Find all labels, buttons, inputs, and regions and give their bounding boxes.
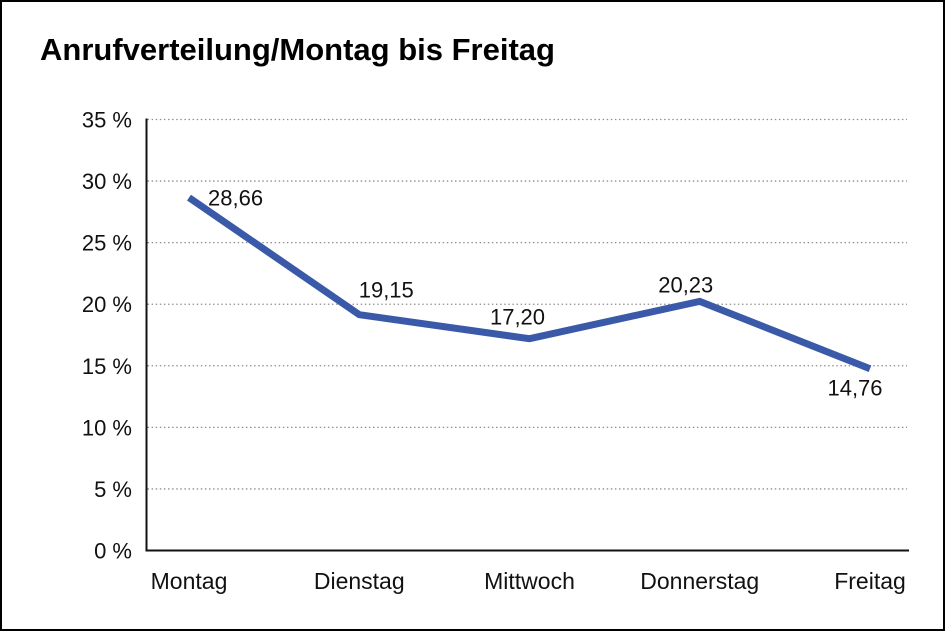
y-tick-label: 35 % [82, 108, 132, 133]
x-category-label: Mittwoch [484, 568, 575, 594]
y-tick-label: 5 % [94, 477, 132, 502]
y-tick-label: 25 % [82, 231, 132, 256]
x-category-label: Dienstag [314, 568, 405, 594]
y-tick-label: 30 % [82, 169, 132, 194]
y-tick-label: 20 % [82, 292, 132, 317]
y-tick-label: 10 % [82, 415, 132, 440]
data-value-label: 28,66 [208, 186, 263, 211]
y-tick-label: 0 % [94, 539, 132, 564]
data-value-label: 14,76 [827, 376, 882, 401]
x-category-label: Donnerstag [640, 568, 759, 594]
data-value-label: 20,23 [658, 272, 713, 297]
y-tick-label: 15 % [82, 354, 132, 379]
data-line [187, 194, 872, 372]
data-value-label: 19,15 [359, 278, 414, 303]
chart-title: Anrufverteilung/Montag bis Freitag [40, 32, 555, 67]
data-value-label: 17,20 [490, 305, 545, 330]
x-category-label: Freitag [834, 568, 906, 594]
x-category-label: Montag [151, 568, 228, 594]
